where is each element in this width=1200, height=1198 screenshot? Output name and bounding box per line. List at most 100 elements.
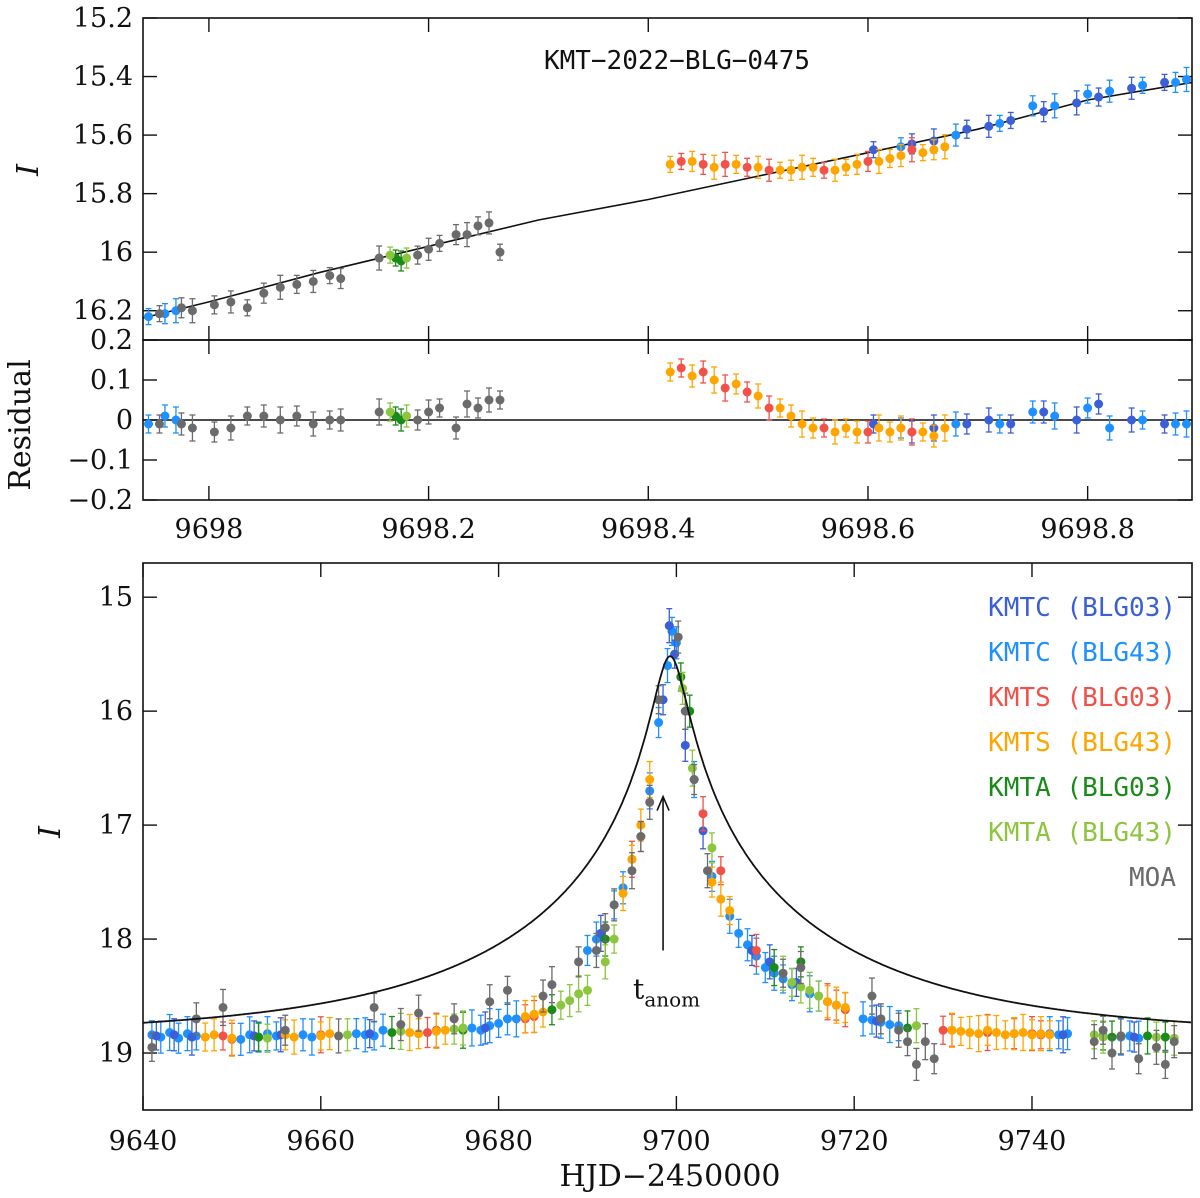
residual-y-tick-label: 0.2	[90, 325, 133, 356]
data-point	[325, 1029, 335, 1039]
data-point	[440, 1025, 450, 1035]
data-point	[451, 423, 461, 433]
data-point	[369, 1002, 379, 1012]
data-point	[424, 244, 434, 254]
overview-x-tick-label: 9720	[820, 1126, 889, 1157]
data-point	[876, 1014, 886, 1024]
data-point	[280, 1025, 290, 1035]
data-point	[422, 1028, 432, 1038]
data-point	[511, 1014, 521, 1024]
data-point	[385, 250, 395, 260]
data-point	[911, 1059, 921, 1069]
data-point	[1107, 1048, 1117, 1058]
data-point	[852, 427, 862, 437]
residual-panel: 0.2 0.1 0 −0.1 −0.2 9698 9698.2 9698.4 9698.6 969…	[67, 325, 1193, 545]
data-point	[449, 1014, 459, 1024]
data-point	[325, 415, 335, 425]
data-point	[918, 148, 928, 158]
data-point	[995, 419, 1005, 429]
data-point	[1127, 83, 1137, 93]
data-point	[896, 151, 906, 161]
residual-y-tick-label: −0.1	[67, 445, 133, 476]
residual-x-tick-label: 9698.2	[381, 514, 475, 545]
data-point	[786, 411, 796, 421]
overview-x-tick-label: 9740	[998, 1126, 1067, 1157]
series-kmta-blg43-	[385, 402, 412, 428]
data-point	[796, 963, 806, 973]
series-kmts-blg43-	[200, 760, 1055, 1057]
overview-x-axis-label: HJD−2450000	[560, 1159, 781, 1194]
data-point	[334, 1031, 344, 1041]
data-point	[1050, 101, 1060, 111]
residual-x-tick-label: 9698.4	[601, 514, 695, 545]
overview-x-tick-label: 9680	[464, 1126, 533, 1157]
data-point	[1009, 1029, 1019, 1039]
data-point	[143, 419, 153, 429]
data-point	[502, 1014, 512, 1024]
overview-y-tick-label: 15	[99, 582, 133, 613]
series-kmtc-blg03-	[868, 73, 1170, 159]
data-point	[716, 894, 726, 904]
data-point	[236, 1034, 246, 1044]
residual-x-tick-label: 9698.8	[1040, 514, 1134, 545]
data-point	[863, 427, 873, 437]
data-point	[316, 1031, 326, 1041]
data-point	[687, 371, 697, 381]
data-point	[259, 411, 269, 421]
data-point	[473, 403, 483, 413]
series-moa	[154, 387, 505, 443]
data-point	[698, 809, 708, 819]
series-kmtc-blg43-	[143, 66, 1192, 326]
residual-y-tick-label: 0.1	[90, 365, 133, 396]
legend-entry: KMTC (BLG43)	[988, 638, 1176, 668]
data-point	[1171, 77, 1181, 87]
data-point	[947, 1025, 957, 1035]
overview-x-tick-label: 9640	[109, 1126, 178, 1157]
zoom-y-tick-label: 16.2	[73, 296, 133, 327]
data-point	[160, 411, 170, 421]
data-point	[1182, 74, 1192, 84]
data-point	[636, 832, 646, 841]
data-point	[797, 162, 807, 172]
data-point	[687, 156, 697, 166]
data-point	[275, 282, 285, 292]
data-point	[365, 1029, 375, 1039]
data-point	[841, 423, 851, 433]
data-point	[665, 367, 675, 377]
data-point	[867, 991, 877, 1001]
data-point	[609, 900, 619, 910]
data-point	[1094, 92, 1104, 102]
data-point	[1171, 419, 1181, 429]
data-point	[1160, 1032, 1170, 1042]
data-point	[458, 1023, 468, 1033]
legend-entry: KMTS (BLG03)	[988, 683, 1176, 713]
residual-y-tick-label: 0	[116, 405, 133, 436]
data-point	[940, 142, 950, 152]
data-point	[929, 1054, 939, 1064]
data-point	[830, 427, 840, 437]
data-point	[929, 145, 939, 155]
data-point	[645, 775, 655, 785]
data-point	[494, 1018, 504, 1028]
data-point	[1028, 101, 1038, 111]
series-kmts-blg03-	[218, 796, 1046, 1056]
data-point	[645, 797, 655, 807]
data-point	[547, 1005, 557, 1015]
data-point	[387, 1028, 397, 1038]
data-point	[200, 1032, 210, 1042]
data-point	[336, 415, 346, 425]
zoom-y-tick-label: 15.8	[73, 179, 133, 210]
data-point	[938, 1025, 948, 1035]
overview-y-tick-label: 16	[99, 696, 133, 727]
data-point	[405, 1028, 415, 1038]
data-point	[654, 695, 664, 705]
data-point	[385, 407, 395, 417]
data-point	[974, 1029, 984, 1039]
data-point	[1105, 86, 1115, 96]
data-point	[819, 423, 829, 433]
data-point	[962, 419, 972, 429]
series-moa	[154, 211, 505, 324]
residual-x-tick-label: 9698.6	[821, 514, 915, 545]
data-point	[874, 156, 884, 166]
data-point	[1160, 77, 1170, 87]
